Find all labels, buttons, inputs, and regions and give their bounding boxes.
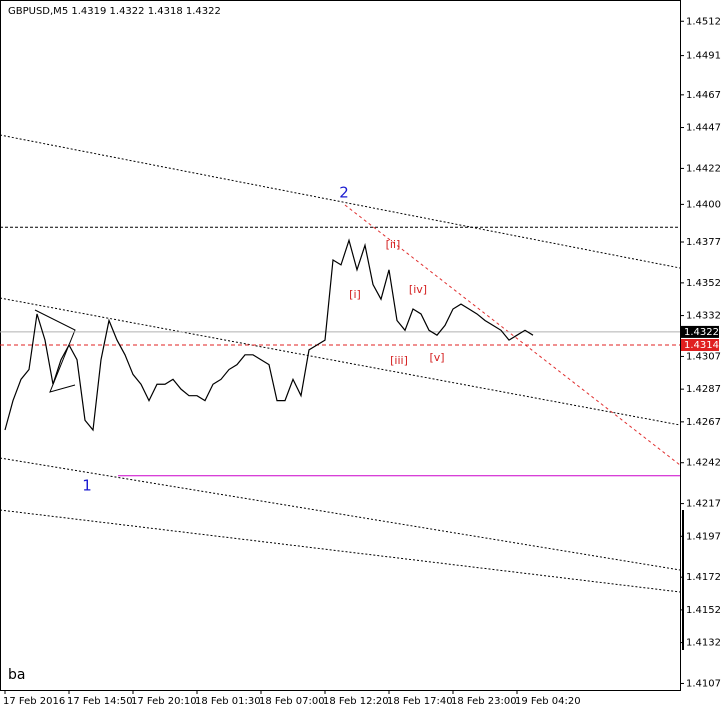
price-line-series bbox=[4, 238, 534, 432]
plot-frame bbox=[0, 0, 681, 691]
annotation: [iv] bbox=[409, 283, 427, 296]
y-tick-label: 1.4422 bbox=[686, 163, 721, 174]
y-tick-label: 1.4132 bbox=[686, 638, 721, 649]
price-label: 1.4322 bbox=[684, 327, 719, 338]
trend-line bbox=[0, 297, 681, 426]
annotation: ba bbox=[8, 667, 25, 683]
y-tick-label: 1.4467 bbox=[686, 90, 721, 101]
y-tick-label: 1.4287 bbox=[686, 384, 721, 395]
chart-title: GBPUSD,M5 1.4319 1.4322 1.4318 1.4322 bbox=[8, 6, 221, 17]
x-tick-label: 18 Feb 23:00 bbox=[451, 696, 517, 707]
y-tick-label: 1.4172 bbox=[686, 572, 721, 583]
y-tick-label: 1.4242 bbox=[686, 458, 721, 469]
y-tick-label: 1.4400 bbox=[686, 199, 721, 210]
price-box bbox=[681, 325, 719, 338]
y-tick-label: 1.4107 bbox=[686, 678, 721, 689]
annotation: [iii] bbox=[390, 354, 408, 367]
y-tick-label: 1.4512 bbox=[686, 16, 721, 27]
x-tick-label: 17 Feb 14:50 bbox=[67, 696, 133, 707]
y-tick-label: 1.4352 bbox=[686, 278, 721, 289]
x-tick-label: 18 Feb 01:30 bbox=[195, 696, 261, 707]
triangle bbox=[34, 309, 76, 393]
trend-line bbox=[0, 134, 681, 269]
y-tick-label: 1.4217 bbox=[686, 499, 721, 510]
x-tick-label: 18 Feb 12:20 bbox=[323, 696, 389, 707]
annotation: [v] bbox=[429, 351, 444, 364]
annotation: 2 bbox=[339, 184, 349, 202]
price-box bbox=[681, 339, 719, 351]
annotation: [i] bbox=[349, 288, 361, 301]
y-tick-label: 1.4332 bbox=[686, 311, 721, 322]
y-tick-label: 1.4491 bbox=[686, 51, 721, 62]
price-label: 1.4314 bbox=[684, 340, 719, 351]
y-tick-label: 1.4377 bbox=[686, 237, 721, 248]
trend-line bbox=[0, 457, 681, 571]
trend-line bbox=[344, 204, 681, 466]
x-tick-label: 18 Feb 17:40 bbox=[387, 696, 453, 707]
x-tick-label: 17 Feb 2016 bbox=[3, 696, 65, 707]
annotation: [ii] bbox=[386, 238, 401, 251]
y-tick-label: 1.4197 bbox=[686, 531, 721, 542]
y-tick-label: 1.4152 bbox=[686, 605, 721, 616]
y-tick-label: 1.4267 bbox=[686, 417, 721, 428]
annotation: 1 bbox=[82, 477, 92, 495]
channel-lines bbox=[0, 134, 681, 593]
x-tick-label: 17 Feb 20:10 bbox=[131, 696, 197, 707]
y-tick-label: 1.4447 bbox=[686, 123, 721, 134]
x-tick-label: 19 Feb 04:20 bbox=[515, 696, 581, 707]
x-tick-label: 18 Feb 07:00 bbox=[259, 696, 325, 707]
y-tick-label: 1.4307 bbox=[686, 351, 721, 362]
